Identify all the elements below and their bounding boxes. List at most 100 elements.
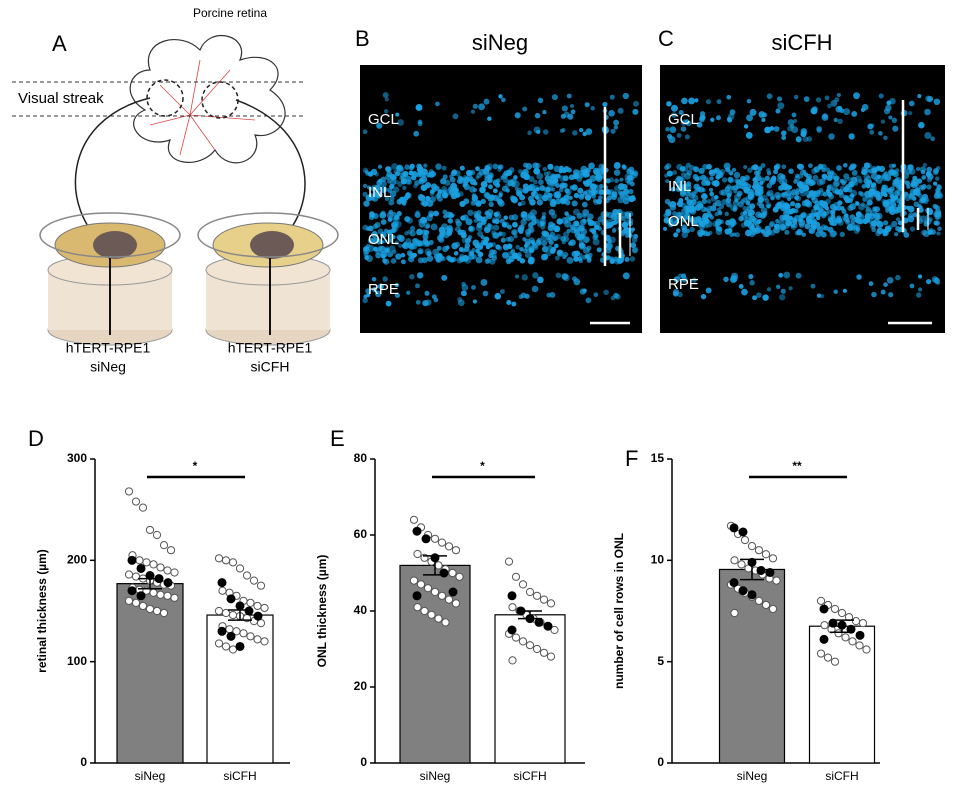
nucleus <box>367 171 374 177</box>
data-point <box>525 587 535 597</box>
nucleus <box>833 117 838 123</box>
nucleus <box>542 110 547 115</box>
highlight-point <box>448 587 458 597</box>
nucleus <box>406 290 411 295</box>
nucleus <box>617 107 624 114</box>
data-point <box>539 648 549 657</box>
nucleus <box>870 172 878 180</box>
nucleus <box>836 165 842 171</box>
nucleus <box>517 227 523 233</box>
nucleus <box>414 211 421 219</box>
highlight-point <box>747 590 757 600</box>
nucleus <box>536 199 543 206</box>
nucleus <box>549 292 556 298</box>
nucleus <box>480 279 488 286</box>
nucleus <box>458 246 464 253</box>
data-point <box>124 487 134 496</box>
nucleus <box>810 283 816 289</box>
nucleus <box>382 258 387 264</box>
nucleus <box>909 283 915 289</box>
nucleus <box>467 234 473 240</box>
nucleus <box>371 276 377 282</box>
nucleus <box>501 97 506 103</box>
nucleus <box>863 173 870 180</box>
nucleus <box>796 163 803 169</box>
data-point <box>834 629 843 638</box>
nucleus <box>581 201 588 208</box>
condition-label: siCFH <box>251 359 290 375</box>
nucleus <box>619 177 624 182</box>
nucleus <box>430 189 435 195</box>
nucleus <box>482 290 489 297</box>
nucleus <box>525 231 531 238</box>
data-point <box>221 642 231 651</box>
nucleus <box>781 135 787 141</box>
nucleus <box>869 129 875 135</box>
nucleus <box>664 165 670 171</box>
data-point <box>246 598 255 607</box>
nucleus <box>491 230 497 236</box>
nucleus <box>606 189 612 195</box>
nucleus <box>472 103 478 109</box>
nucleus <box>844 196 850 202</box>
nucleus <box>689 226 695 233</box>
nucleus <box>559 182 566 189</box>
nucleus <box>622 92 629 100</box>
nucleus <box>537 97 544 104</box>
nucleus <box>876 196 882 202</box>
nucleus <box>793 94 799 100</box>
nucleus <box>724 211 729 217</box>
nucleus <box>561 105 568 112</box>
nucleus <box>550 174 557 181</box>
nucleus <box>362 297 368 304</box>
nucleus <box>732 205 738 211</box>
nucleus <box>820 294 825 299</box>
nucleus <box>906 184 911 189</box>
data-point <box>253 635 262 644</box>
nucleus <box>758 203 765 209</box>
nucleus <box>880 289 886 295</box>
nucleus <box>469 251 474 256</box>
nucleus <box>667 134 673 140</box>
data-point <box>768 604 778 614</box>
highlight-point <box>439 568 449 578</box>
nucleus <box>533 179 538 185</box>
nucleus <box>415 103 423 111</box>
data-point <box>138 601 148 611</box>
nucleus <box>893 178 900 185</box>
nucleus <box>745 183 752 190</box>
data-point <box>260 603 269 613</box>
data-point <box>420 606 429 616</box>
nucleus <box>826 185 832 190</box>
nucleus <box>400 252 406 258</box>
nucleus <box>374 171 379 177</box>
nucleus <box>727 177 735 184</box>
highlight-point <box>819 634 829 644</box>
nucleus <box>670 186 676 192</box>
nuclei <box>362 92 639 307</box>
nucleus <box>404 231 409 236</box>
nucleus <box>409 230 416 237</box>
nucleus <box>416 272 424 279</box>
nucleus <box>630 194 636 200</box>
nucleus <box>769 229 776 236</box>
nucleus <box>933 204 939 210</box>
nucleus <box>585 128 593 135</box>
nucleus <box>824 95 830 101</box>
nucleus <box>717 226 723 232</box>
nucleus <box>772 206 779 213</box>
nucleus <box>424 290 430 296</box>
nucleus <box>762 210 768 216</box>
nucleus <box>592 167 600 175</box>
nucleus <box>393 169 399 175</box>
nucleus <box>477 251 484 258</box>
nucleus <box>394 220 402 228</box>
nucleus <box>596 198 602 205</box>
nucleus <box>847 205 854 212</box>
data-point <box>152 606 162 616</box>
nucleus <box>420 184 428 192</box>
nucleus <box>520 292 527 299</box>
nucleus <box>883 135 888 141</box>
nucleus <box>394 214 400 220</box>
data-point <box>228 645 238 654</box>
